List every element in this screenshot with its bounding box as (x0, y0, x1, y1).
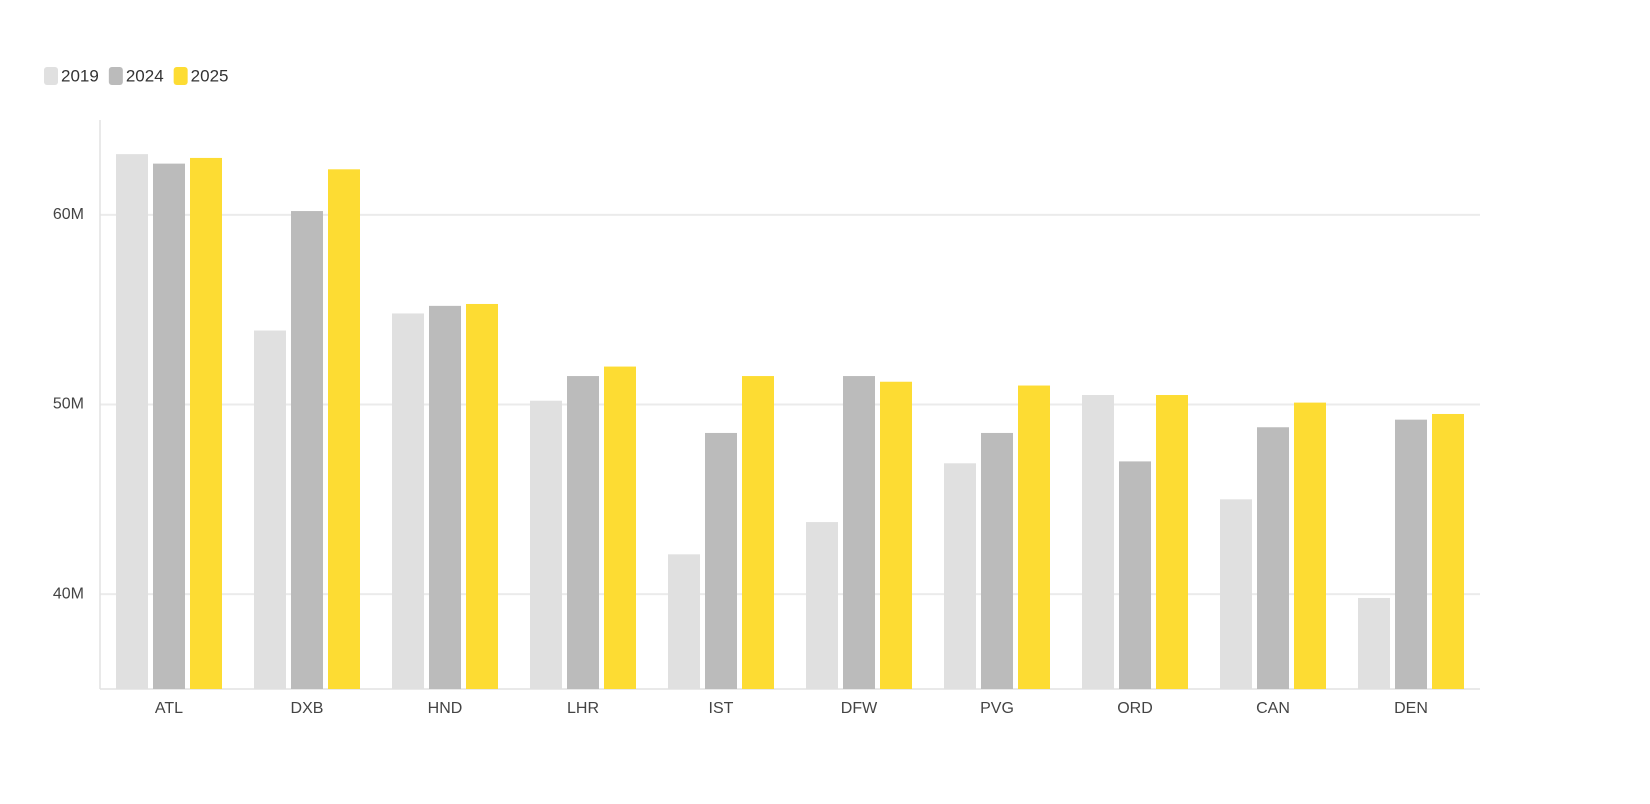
legend-label: 2019 (61, 66, 99, 85)
bar (806, 522, 838, 689)
bar (705, 432, 737, 689)
bar (604, 366, 636, 689)
x-tick-label: DXB (291, 700, 324, 717)
x-tick-label: ORD (1117, 700, 1153, 717)
bar (190, 157, 222, 689)
bar (1294, 402, 1326, 689)
bar (328, 169, 360, 689)
bar (1257, 427, 1289, 689)
y-tick-label: 50M (53, 396, 84, 413)
bar (742, 376, 774, 689)
bar (392, 313, 424, 689)
x-tick-label: CAN (1256, 700, 1290, 717)
bar (668, 554, 700, 689)
x-tick-label: PVG (980, 700, 1014, 717)
bar (567, 376, 599, 689)
x-tick-label: IST (709, 700, 734, 717)
x-tick-label: LHR (567, 700, 599, 717)
bar (530, 400, 562, 689)
bar (116, 154, 148, 689)
bar (1119, 461, 1151, 689)
legend-swatch (173, 67, 188, 85)
bar (153, 163, 185, 689)
bar (843, 376, 875, 689)
y-tick-label: 60M (53, 206, 84, 223)
bar (1432, 413, 1464, 689)
legend-label: 2024 (126, 66, 164, 85)
bar (1156, 395, 1188, 689)
legend-swatch (44, 67, 58, 85)
bar (466, 303, 498, 689)
bar (1082, 395, 1114, 689)
bar (944, 463, 976, 689)
bar (429, 305, 461, 689)
bar (1220, 499, 1252, 689)
bar (254, 330, 286, 689)
x-tick-label: ATL (155, 700, 183, 717)
bar (291, 211, 323, 690)
y-tick-label: 40M (53, 585, 84, 602)
x-tick-label: HND (428, 700, 463, 717)
x-tick-label: DFW (841, 700, 878, 717)
bar (1358, 597, 1390, 689)
x-tick-label: DEN (1394, 700, 1428, 717)
legend-swatch (108, 67, 123, 85)
bar (880, 381, 912, 689)
legend-label: 2025 (191, 66, 229, 85)
bar (1395, 419, 1427, 689)
legend: 2019 2024 2025 (44, 66, 228, 85)
bar (981, 432, 1013, 689)
bar (1018, 385, 1050, 689)
